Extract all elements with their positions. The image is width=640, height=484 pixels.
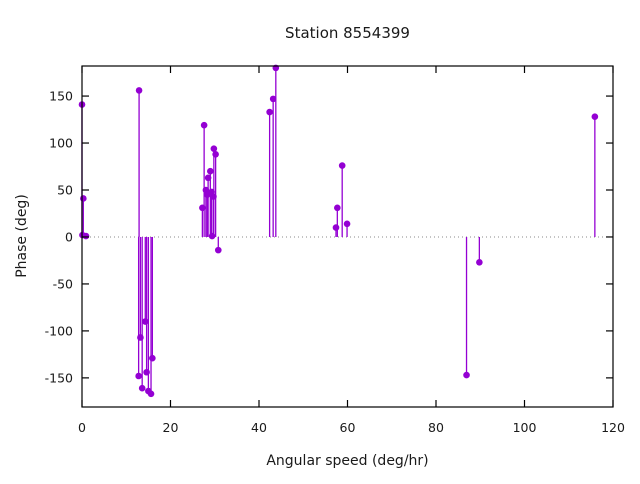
svg-text:100: 100 — [49, 136, 73, 151]
chart-title: Station 8554399 — [285, 24, 410, 42]
svg-text:100: 100 — [513, 420, 537, 435]
svg-text:0: 0 — [65, 229, 73, 244]
svg-text:20: 20 — [163, 420, 179, 435]
x-axis-label: Angular speed (deg/hr) — [266, 453, 429, 469]
y-axis-label: Phase (deg) — [14, 194, 30, 278]
svg-text:40: 40 — [251, 420, 267, 435]
data-points — [78, 64, 599, 398]
impulse-stems — [81, 67, 596, 394]
svg-text:60: 60 — [340, 420, 356, 435]
svg-text:120: 120 — [601, 420, 625, 435]
svg-text:0: 0 — [78, 420, 86, 435]
axis-ticks — [81, 66, 614, 407]
svg-text:50: 50 — [57, 183, 73, 198]
svg-text:150: 150 — [49, 89, 73, 104]
svg-text:-100: -100 — [45, 323, 73, 338]
x-tick-labels: 0 20 40 60 80 100 120 — [78, 420, 625, 435]
y-tick-labels: -150 -100 -50 0 50 100 150 — [45, 89, 73, 386]
svg-text:80: 80 — [428, 420, 444, 435]
svg-text:-50: -50 — [53, 276, 73, 291]
svg-text:-150: -150 — [45, 370, 73, 385]
